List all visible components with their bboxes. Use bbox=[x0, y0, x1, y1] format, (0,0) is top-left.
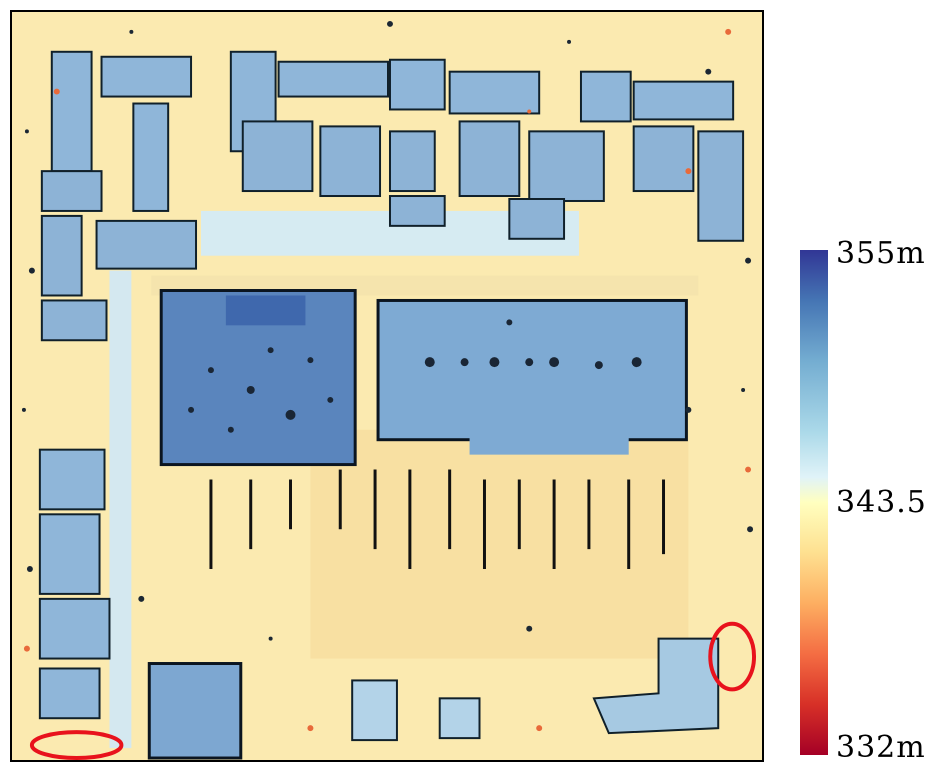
building bbox=[698, 131, 743, 240]
building bbox=[450, 72, 540, 114]
building bbox=[509, 199, 564, 239]
building bbox=[40, 514, 100, 594]
colorbar-max-label: 355m bbox=[836, 236, 926, 271]
building bbox=[133, 104, 168, 211]
building bbox=[440, 698, 480, 738]
colorbar-min-label: 332m bbox=[836, 730, 926, 765]
building bbox=[634, 126, 694, 191]
building bbox=[42, 216, 82, 296]
building bbox=[320, 126, 380, 196]
building bbox=[42, 300, 107, 340]
building bbox=[40, 668, 100, 718]
building bbox=[529, 131, 604, 201]
elevation-colorbar bbox=[800, 250, 828, 755]
building bbox=[52, 52, 92, 171]
building bbox=[390, 131, 435, 191]
roof-unit bbox=[226, 295, 306, 325]
building bbox=[97, 221, 196, 269]
colorbar-mid-label: 343.5 bbox=[836, 485, 927, 520]
elevation-map bbox=[10, 10, 764, 762]
road-strip-west bbox=[109, 271, 131, 748]
parking-lot bbox=[310, 430, 688, 659]
elevation-map-canvas bbox=[12, 12, 762, 760]
building bbox=[390, 196, 445, 226]
building bbox=[390, 60, 445, 110]
large-building-east bbox=[378, 300, 686, 439]
building-south-west bbox=[149, 664, 241, 758]
building bbox=[243, 121, 313, 191]
building bbox=[279, 62, 388, 97]
building-annex bbox=[470, 435, 629, 455]
building bbox=[40, 450, 105, 510]
building bbox=[634, 82, 733, 120]
building bbox=[581, 72, 631, 122]
building bbox=[40, 599, 110, 659]
building bbox=[102, 57, 192, 97]
building bbox=[352, 680, 397, 740]
building bbox=[460, 121, 520, 196]
building bbox=[42, 171, 102, 211]
